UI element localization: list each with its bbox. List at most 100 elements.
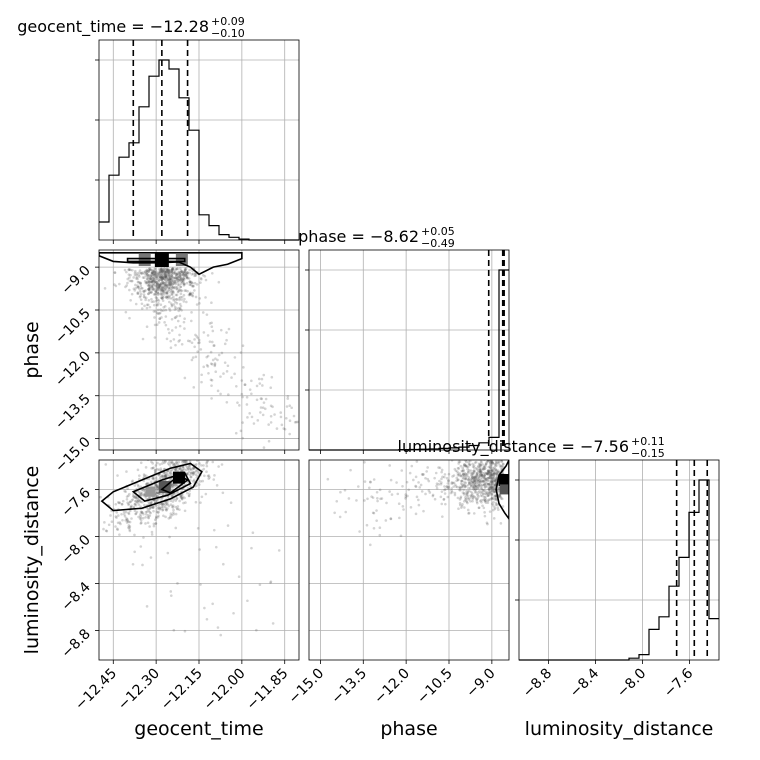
scatter-point xyxy=(375,519,378,522)
scatter-point xyxy=(158,283,161,287)
scatter-point xyxy=(183,268,187,272)
scatter-point xyxy=(158,506,162,510)
scatter-point xyxy=(251,531,255,535)
scatter-point xyxy=(491,482,494,486)
scatter-point xyxy=(177,280,180,284)
scatter-point xyxy=(181,277,185,280)
scatter-point xyxy=(165,268,169,272)
scatter-point xyxy=(183,461,186,464)
scatter-point xyxy=(166,551,170,555)
scatter-points xyxy=(99,252,299,449)
scatter-point xyxy=(165,271,169,274)
scatter-point xyxy=(164,272,167,276)
scatter-point xyxy=(471,462,474,466)
scatter-point xyxy=(183,460,187,463)
scatter-point xyxy=(170,292,174,296)
scatter-point xyxy=(215,484,219,487)
scatter-point xyxy=(169,277,173,281)
scatter-point xyxy=(449,491,453,495)
scatter-point xyxy=(166,454,169,457)
scatter-point xyxy=(205,355,209,359)
scatter-point xyxy=(167,269,170,273)
scatter-point xyxy=(181,460,184,464)
scatter-point xyxy=(475,501,479,505)
scatter-point xyxy=(477,484,481,487)
scatter-point xyxy=(166,507,169,510)
x-tick-label: −12.30 xyxy=(115,666,163,714)
scatter-point xyxy=(174,300,177,304)
panel-title-sup: +0.05 xyxy=(421,225,455,238)
scatter-point xyxy=(469,484,473,488)
scatter-point xyxy=(427,489,431,492)
scatter-point xyxy=(471,497,475,501)
scatter-point xyxy=(154,522,158,525)
scatter-point xyxy=(153,270,157,274)
scatter-point xyxy=(163,275,166,278)
scatter-point xyxy=(163,282,167,285)
scatter-point xyxy=(461,483,464,486)
scatter-point xyxy=(147,284,150,288)
scatter-point xyxy=(128,316,131,320)
scatter-point xyxy=(157,473,160,477)
scatter-point xyxy=(483,467,487,471)
scatter-point xyxy=(483,514,487,518)
scatter-point xyxy=(114,515,118,518)
scatter-point xyxy=(185,281,189,285)
scatter-point xyxy=(446,482,450,485)
scatter-point xyxy=(160,288,164,292)
scatter-point xyxy=(461,502,464,506)
scatter-point xyxy=(170,274,173,278)
scatter-point xyxy=(478,473,482,476)
scatter-point xyxy=(142,473,146,476)
density-contour xyxy=(100,462,203,512)
scatter-point xyxy=(165,280,168,284)
scatter-point xyxy=(177,340,180,343)
scatter-point xyxy=(480,494,484,498)
scatter-point xyxy=(168,270,172,274)
scatter-point xyxy=(500,497,504,501)
scatter-point xyxy=(136,498,139,501)
scatter-point xyxy=(488,470,491,473)
scatter-point xyxy=(171,504,175,508)
scatter-point xyxy=(269,580,273,583)
scatter-point xyxy=(219,328,223,332)
scatter-point xyxy=(160,271,164,275)
scatter-point xyxy=(477,478,480,481)
scatter-point xyxy=(488,485,492,488)
scatter-point xyxy=(154,289,157,293)
scatter-point xyxy=(188,464,191,468)
scatter-point xyxy=(197,338,201,342)
scatter-point xyxy=(163,284,167,288)
scatter-point xyxy=(134,495,137,499)
scatter-point xyxy=(210,321,213,325)
scatter-point xyxy=(161,276,165,280)
scatter-point xyxy=(185,466,189,469)
scatter-point xyxy=(113,283,116,286)
scatter-point xyxy=(139,461,143,465)
scatter-point xyxy=(177,270,181,274)
scatter-point xyxy=(462,493,466,496)
scatter-point xyxy=(172,462,175,465)
scatter-point xyxy=(143,289,146,293)
scatter-point xyxy=(269,386,273,390)
scatter-point xyxy=(176,277,179,280)
scatter-point xyxy=(181,279,185,282)
scatter-point xyxy=(177,276,180,280)
scatter-point xyxy=(169,471,172,475)
scatter-point xyxy=(125,495,129,498)
scatter-point xyxy=(175,272,179,276)
scatter-point xyxy=(147,292,150,296)
scatter-point xyxy=(168,284,172,287)
scatter-point xyxy=(440,477,443,481)
scatter-point xyxy=(490,460,494,463)
scatter-point xyxy=(472,470,476,474)
scatter-point xyxy=(269,404,273,408)
scatter-point xyxy=(223,361,227,364)
scatter-point xyxy=(189,292,192,296)
scatter-point xyxy=(175,287,179,291)
scatter-point xyxy=(168,463,171,467)
scatter-point xyxy=(491,480,495,483)
scatter-point xyxy=(189,283,193,287)
scatter-point xyxy=(160,267,163,271)
